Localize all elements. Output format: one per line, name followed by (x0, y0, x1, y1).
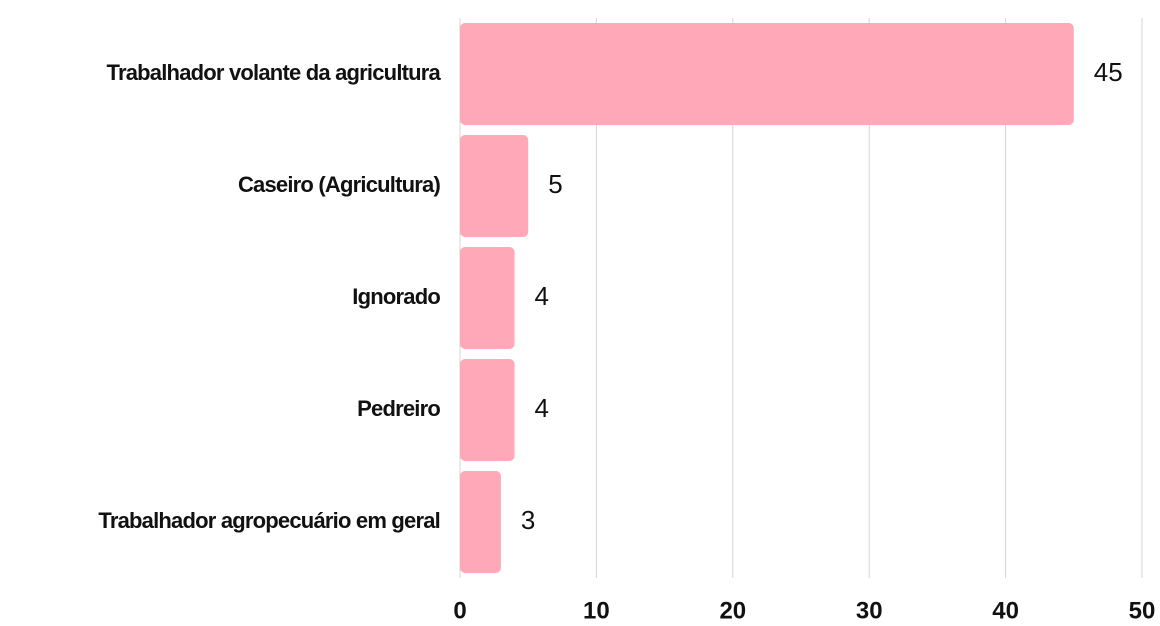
bar (460, 135, 529, 237)
value-label: 4 (535, 281, 549, 311)
x-tick-label: 20 (719, 597, 746, 624)
bar (460, 23, 1074, 125)
x-tick-label: 40 (992, 597, 1019, 624)
x-tick-label: 30 (856, 597, 883, 624)
value-label: 5 (548, 169, 562, 199)
bar (460, 471, 501, 573)
bar (460, 359, 515, 461)
x-tick-label: 50 (1129, 597, 1156, 624)
x-tick-label: 10 (583, 597, 610, 624)
bar (460, 247, 515, 349)
y-tick-label: Pedreiro (357, 396, 440, 421)
y-tick-label: Caseiro (Agricultura) (238, 172, 440, 197)
value-label: 4 (535, 393, 549, 423)
value-label: 45 (1094, 57, 1123, 87)
y-tick-label: Trabalhador agropecuário em geral (98, 508, 440, 533)
value-label: 3 (521, 505, 535, 535)
x-tick-label: 0 (453, 597, 466, 624)
y-tick-label: Ignorado (352, 284, 440, 309)
y-tick-label: Trabalhador volante da agricultura (107, 60, 442, 85)
